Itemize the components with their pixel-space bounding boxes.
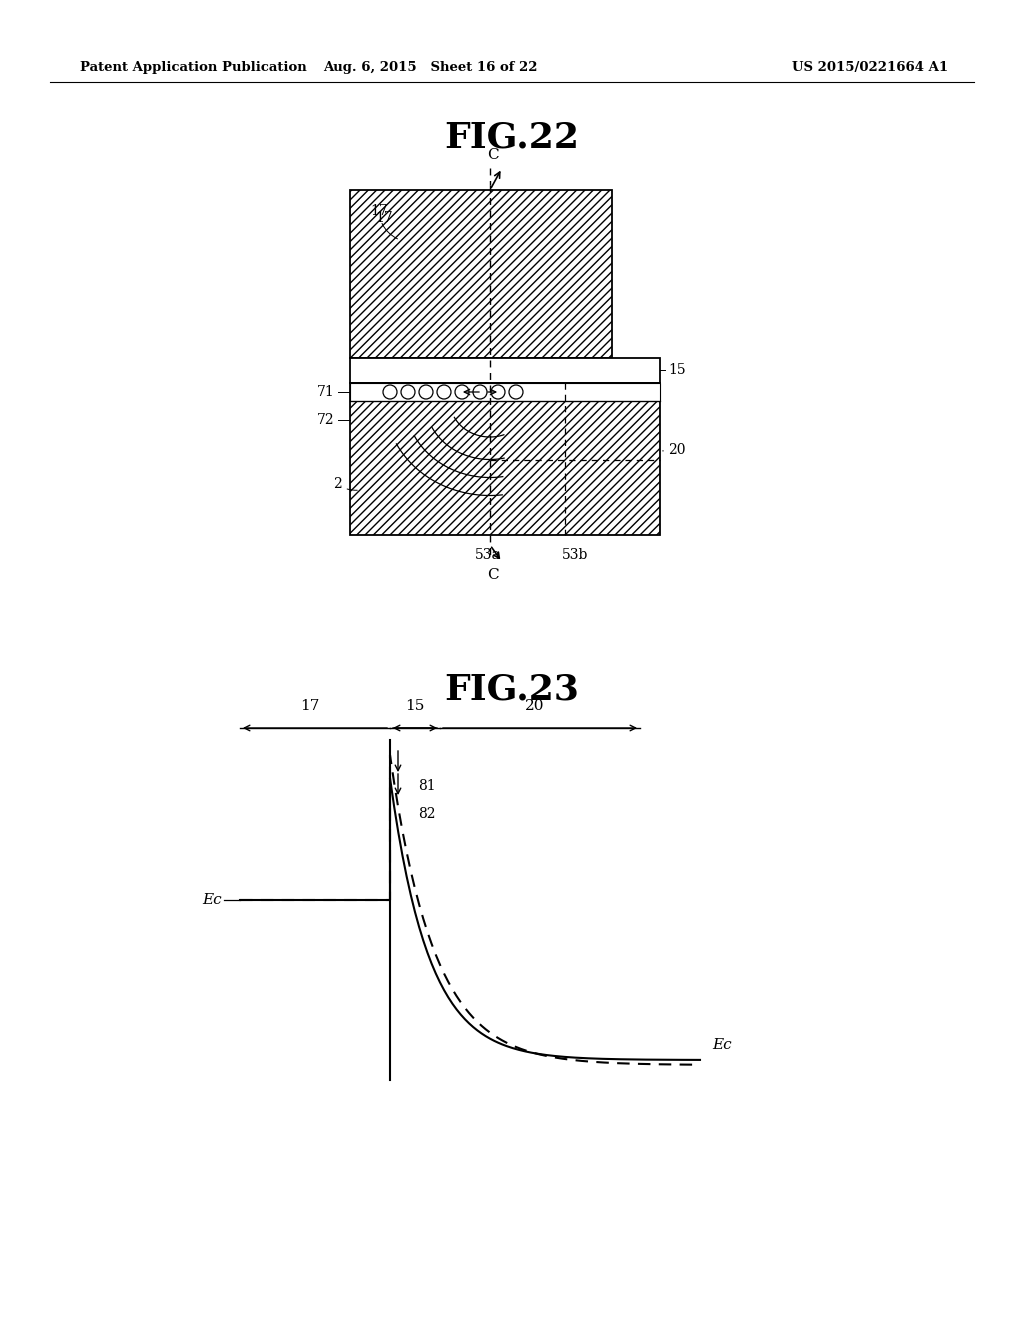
Bar [350, 190, 612, 358]
Text: 20: 20 [525, 700, 545, 713]
Text: Ec: Ec [203, 894, 222, 907]
Text: 2: 2 [333, 477, 357, 491]
Text: 53a: 53a [475, 548, 501, 562]
Text: C: C [487, 568, 499, 582]
Text: FIG.22: FIG.22 [444, 121, 580, 154]
Text: C: C [487, 148, 499, 162]
Text: 71: 71 [317, 385, 335, 399]
Text: 17: 17 [300, 700, 319, 713]
Text: 15: 15 [668, 363, 686, 378]
Text: 81: 81 [418, 779, 435, 793]
Text: US 2015/0221664 A1: US 2015/0221664 A1 [792, 62, 948, 74]
Text: Patent Application Publication: Patent Application Publication [80, 62, 307, 74]
Text: 82: 82 [418, 807, 435, 821]
Bar [350, 358, 660, 383]
Text: 72: 72 [317, 413, 335, 426]
Text: 17: 17 [370, 205, 397, 239]
Text: 17: 17 [375, 211, 393, 224]
Bar [350, 383, 660, 535]
Bar [350, 383, 660, 401]
Text: Aug. 6, 2015   Sheet 16 of 22: Aug. 6, 2015 Sheet 16 of 22 [323, 62, 538, 74]
Text: 20: 20 [668, 444, 685, 457]
Text: FIG.23: FIG.23 [444, 673, 580, 708]
Text: 15: 15 [406, 700, 425, 713]
Text: 53b: 53b [562, 548, 588, 562]
Text: Ec: Ec [712, 1038, 731, 1052]
